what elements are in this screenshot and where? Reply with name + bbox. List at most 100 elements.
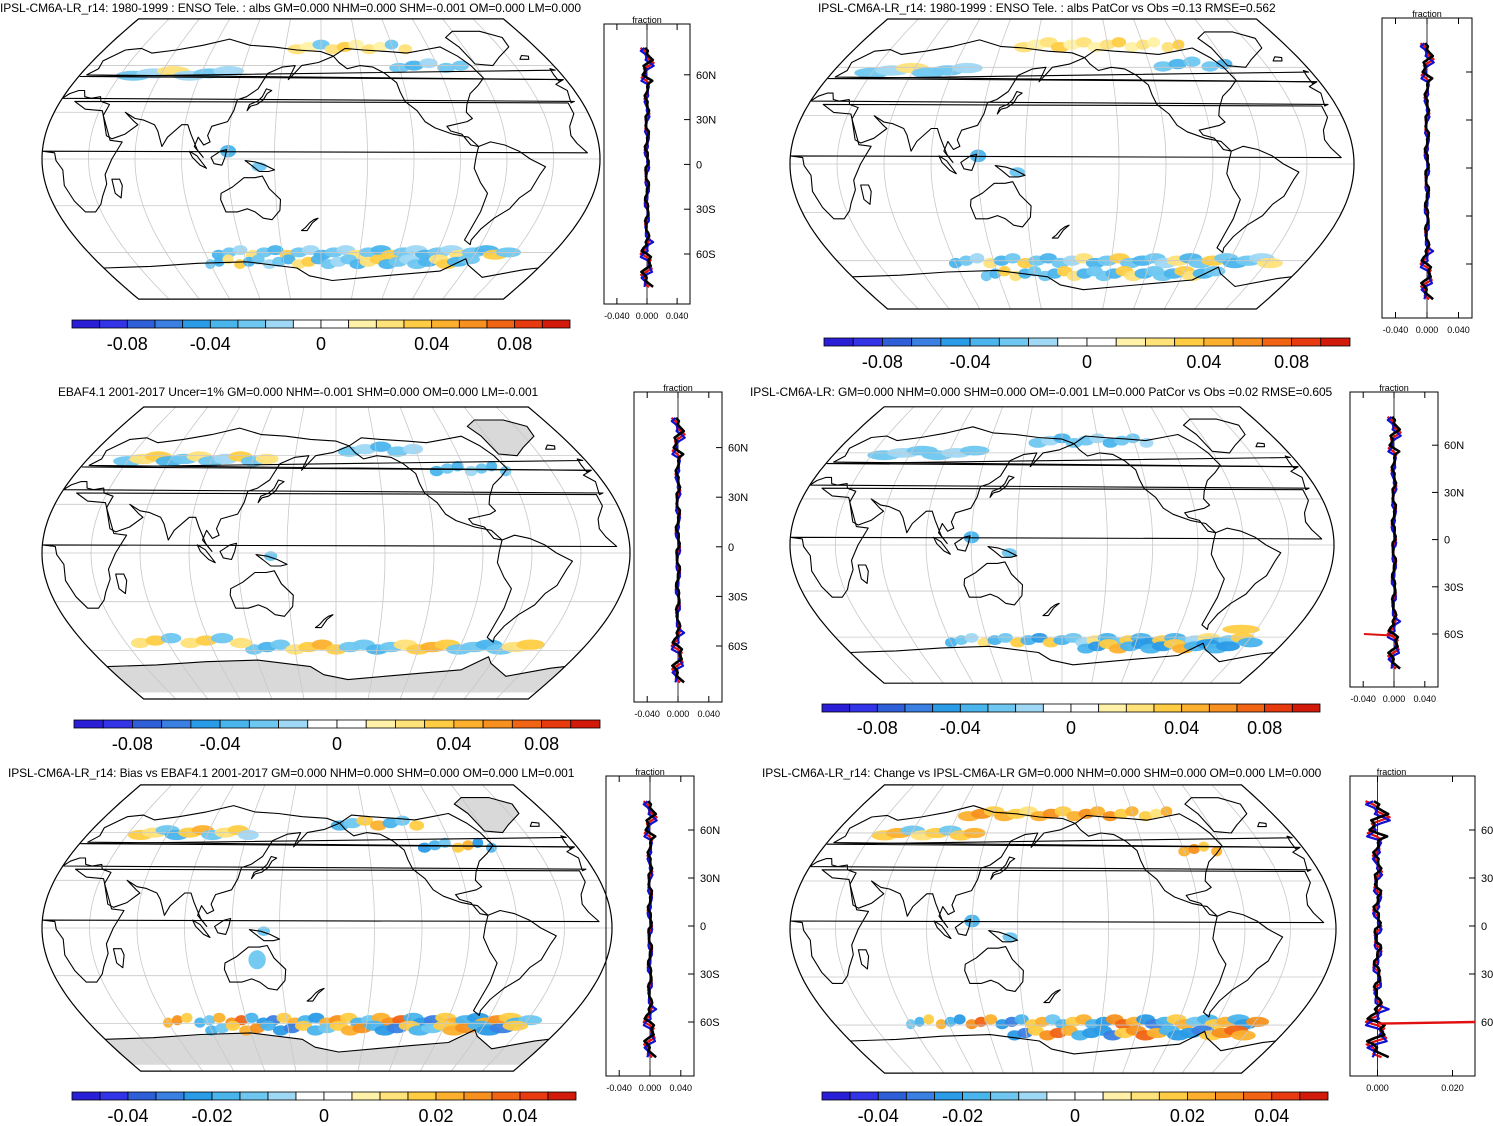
anomaly-patch	[935, 1019, 947, 1030]
anomaly-patch	[452, 842, 464, 853]
anomaly-patch	[203, 1015, 216, 1026]
colorbar-swatch	[1264, 703, 1293, 713]
anomaly-patch	[1027, 1025, 1044, 1036]
colorbar-swatch	[183, 1091, 213, 1101]
colorbar-swatch	[541, 319, 571, 329]
lat-tick-label: 0	[696, 159, 702, 171]
coastline-newGuinea	[988, 930, 1019, 943]
x-tick-label: 0.000	[1416, 325, 1439, 335]
x-tick-label: 0.040	[666, 311, 689, 321]
coastline-greenland	[466, 419, 535, 457]
colorbar-swatch	[127, 1091, 157, 1101]
anomaly-patch	[270, 639, 290, 650]
colorbar-swatch	[1181, 703, 1210, 713]
zonal-units-label: fraction	[663, 383, 693, 393]
colorbar-label: -0.04	[190, 334, 231, 354]
colorbar-swatch	[1028, 337, 1059, 347]
zonal-curve	[1420, 42, 1435, 301]
meridian-line	[1209, 406, 1290, 684]
lat-tick-label: 30N	[1444, 487, 1464, 499]
colorbar-swatch	[911, 337, 942, 347]
world-map	[41, 784, 613, 1072]
colorbar-swatch	[987, 703, 1017, 713]
anomaly-patch	[960, 445, 990, 456]
colorbar-label: 0.02	[418, 1106, 453, 1126]
meridian-line	[880, 784, 945, 1074]
anomaly-patch	[1168, 58, 1187, 70]
meridian-line	[1150, 406, 1199, 684]
colorbar-label: -0.04	[950, 352, 991, 372]
coastline-newZealand	[1042, 602, 1060, 617]
x-tick-label: 0.040	[1447, 325, 1470, 335]
anomaly-patch	[502, 1020, 529, 1031]
colorbar-swatch	[161, 719, 192, 729]
coastline-eurasia	[809, 426, 1310, 545]
meridian-line	[1017, 784, 1034, 1074]
coastline-antarctica	[103, 258, 539, 282]
anomaly-patch	[516, 639, 545, 650]
anomaly-patch	[1124, 42, 1139, 53]
colorbar-swatch	[102, 719, 133, 729]
colorbar-label: 0.08	[524, 734, 559, 754]
coastline-newGuinea	[987, 545, 1018, 558]
meridian-line	[1180, 406, 1244, 684]
coastline-southAmerica	[1202, 910, 1284, 1018]
coastline-sumatra	[188, 150, 208, 169]
zonal-units-label: fraction	[632, 15, 662, 25]
coastline-northAmerica	[1073, 433, 1221, 534]
colorbar-swatch	[959, 703, 989, 713]
anomaly-patch	[1149, 808, 1163, 819]
graticule	[42, 784, 612, 1072]
colorbar-swatch	[395, 719, 426, 729]
coastline-britain	[81, 458, 592, 473]
coastline-newZealand	[300, 217, 319, 232]
meridian-line	[237, 407, 273, 699]
colorbar-swatch	[323, 1091, 353, 1101]
colorbar-swatch	[453, 719, 484, 729]
zonal-mean-plot: fraction 60N 30N 0 30S 60S -0.040 0.000 0.040	[633, 383, 748, 719]
x-tick-label: 0.000	[1383, 694, 1406, 704]
lat-tick-label: 60N	[696, 70, 716, 82]
colorbar-swatch	[267, 1091, 297, 1101]
lat-tick-label: 60S	[728, 641, 748, 653]
colorbar-swatch	[823, 337, 854, 347]
panel-title: IPSL-CM6A-LR_r14: Change vs IPSL-CM6A-LR…	[762, 766, 1322, 780]
meridian-line	[381, 18, 415, 300]
coastline-japan	[996, 90, 1023, 115]
anomaly-patch	[1114, 808, 1129, 819]
colorbar-label: 0.08	[497, 334, 532, 354]
colorbar-label: 0.08	[1274, 352, 1309, 372]
colorbar-swatch	[71, 1091, 101, 1101]
coastlines	[42, 30, 588, 282]
lat-tick-label: 60S	[1481, 1017, 1493, 1029]
coastline-australia	[969, 181, 1032, 228]
x-tick-label: -0.040	[1350, 694, 1376, 704]
colorbar-swatch	[849, 1091, 879, 1101]
anomaly-patch	[1201, 61, 1219, 72]
lat-tick-label: 30S	[696, 204, 716, 216]
colorbar-swatch	[155, 1091, 185, 1101]
colorbar-swatch	[1074, 1091, 1104, 1101]
colorbar-swatch	[519, 1091, 549, 1101]
anomaly-patch	[361, 44, 377, 55]
lat-tick-label: 30N	[728, 492, 748, 504]
meridian-line	[495, 407, 582, 699]
colorbar-swatch	[1042, 703, 1072, 713]
anomaly-patch	[1153, 61, 1173, 72]
colorbar-swatch	[365, 719, 396, 729]
colorbar-swatch	[882, 337, 913, 347]
world-map	[41, 406, 631, 700]
coastline-africa	[42, 868, 600, 983]
anomaly-patch	[194, 1017, 206, 1028]
anomaly-patch	[213, 66, 245, 76]
colorbar-label: 0	[1066, 718, 1076, 738]
coastline-eurasia	[62, 805, 587, 927]
colorbar-swatch	[482, 719, 513, 729]
lat-tick-label: 60N	[1444, 440, 1464, 452]
x-tick-label: 0.000	[1366, 1083, 1389, 1093]
zonal-units-label: fraction	[1412, 9, 1442, 19]
coastline-iceland	[519, 54, 530, 60]
colorbar-swatch	[486, 319, 516, 329]
colorbar-label: -0.08	[107, 334, 148, 354]
world-map	[789, 18, 1355, 310]
